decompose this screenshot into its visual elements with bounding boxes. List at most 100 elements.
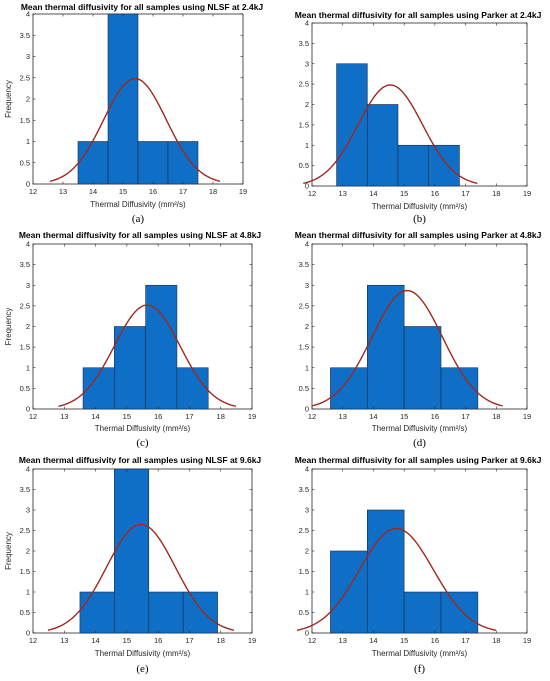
x-tick-label: 19 xyxy=(523,189,531,198)
histogram-bar xyxy=(148,591,184,634)
x-tick-label: 13 xyxy=(339,189,347,198)
histogram-bar xyxy=(366,104,399,187)
y-tick-label: 3.5 xyxy=(299,485,309,494)
y-tick-label: 3.5 xyxy=(299,39,309,48)
x-tick-label: 15 xyxy=(400,189,408,198)
y-tick-label: 3 xyxy=(305,281,309,290)
histogram-bar xyxy=(366,284,405,410)
x-tick-label: 18 xyxy=(492,189,500,198)
chart-title: Mean thermal diffusivity for all samples… xyxy=(19,455,262,465)
y-tick-label: 3 xyxy=(305,59,309,68)
histogram-bar xyxy=(77,141,109,185)
x-axis-label: Thermal Diffusivity (mm²/s) xyxy=(372,649,468,658)
y-tick-label: 2 xyxy=(305,322,309,331)
x-tick-label: 17 xyxy=(179,187,187,196)
y-tick-label: 2.5 xyxy=(20,73,30,82)
y-tick-label: 1.5 xyxy=(20,116,30,125)
histogram-bar xyxy=(330,367,368,410)
x-axis-label: Thermal Diffusivity (mm²/s) xyxy=(95,649,191,658)
x-tick-label: 15 xyxy=(123,636,131,645)
y-tick-label: 1 xyxy=(26,137,30,146)
y-tick-label: 0 xyxy=(305,405,309,414)
y-tick-label: 0.5 xyxy=(299,608,309,617)
x-tick-label: 16 xyxy=(431,636,439,645)
panel-label: (c) xyxy=(136,437,149,449)
y-tick-label: 3 xyxy=(305,506,309,515)
chart-title: Mean thermal diffusivity for all samples… xyxy=(295,10,542,20)
x-tick-label: 14 xyxy=(91,636,99,645)
y-tick-label: 2.5 xyxy=(20,301,30,310)
x-tick-label: 18 xyxy=(217,636,225,645)
x-axis-label: Thermal Diffusivity (mm²/s) xyxy=(372,424,468,433)
y-tick-label: 1 xyxy=(26,363,30,372)
normal-fit-curve xyxy=(49,77,221,182)
y-tick-label: 3.5 xyxy=(20,31,30,40)
chart-panel: Mean thermal diffusivity for all samples… xyxy=(295,230,542,449)
x-tick-label: 12 xyxy=(308,412,316,421)
y-tick-label: 3.5 xyxy=(20,485,30,494)
x-tick-label: 14 xyxy=(369,412,377,421)
x-tick-label: 16 xyxy=(149,187,157,196)
y-tick-label: 1.5 xyxy=(20,343,30,352)
histogram-bar xyxy=(145,284,178,410)
histogram-bar xyxy=(428,144,460,187)
y-tick-label: 0 xyxy=(26,180,30,189)
x-tick-label: 12 xyxy=(29,636,37,645)
x-tick-label: 13 xyxy=(59,187,67,196)
y-tick-label: 2.5 xyxy=(20,526,30,535)
x-tick-label: 19 xyxy=(523,412,531,421)
histogram-bar xyxy=(182,591,218,634)
y-tick-label: 0 xyxy=(26,405,30,414)
chart-panel: Mean thermal diffusivity for all samples… xyxy=(295,10,542,225)
x-tick-label: 14 xyxy=(91,412,99,421)
x-tick-label: 14 xyxy=(369,636,377,645)
x-axis-label: Thermal Diffusivity (mm²/s) xyxy=(372,202,468,211)
y-tick-label: 0.5 xyxy=(20,158,30,167)
y-tick-label: 0 xyxy=(305,629,309,638)
y-tick-label: 0.5 xyxy=(20,384,30,393)
histogram-bar xyxy=(330,550,368,634)
x-tick-label: 15 xyxy=(400,412,408,421)
x-tick-label: 16 xyxy=(154,412,162,421)
histogram-bar xyxy=(440,591,479,634)
y-tick-label: 2.5 xyxy=(299,301,309,310)
x-tick-label: 18 xyxy=(492,412,500,421)
x-tick-label: 17 xyxy=(461,189,469,198)
x-tick-label: 19 xyxy=(248,636,256,645)
normal-fit-curve xyxy=(303,84,478,185)
y-tick-label: 0.5 xyxy=(299,384,309,393)
x-axis-label: Thermal Diffusivity (mm²/s) xyxy=(90,200,186,209)
normal-fit-curve xyxy=(58,304,237,407)
y-tick-label: 4 xyxy=(26,10,30,19)
y-tick-label: 1 xyxy=(26,588,30,597)
histogram-bar xyxy=(167,141,199,185)
y-tick-label: 2.5 xyxy=(299,526,309,535)
chart-panel: Mean thermal diffusivity for all samples… xyxy=(4,230,261,449)
x-tick-label: 17 xyxy=(461,412,469,421)
y-tick-label: 4 xyxy=(305,240,309,249)
chart-title: Mean thermal diffusivity for all samples… xyxy=(295,455,542,465)
histogram-bar xyxy=(107,13,139,185)
chart-title: Mean thermal diffusivity for all samples… xyxy=(21,2,264,12)
x-tick-label: 13 xyxy=(60,636,68,645)
y-tick-label: 4 xyxy=(26,465,30,474)
y-tick-label: 2 xyxy=(26,547,30,556)
y-tick-label: 3 xyxy=(26,281,30,290)
x-tick-label: 19 xyxy=(248,412,256,421)
y-tick-label: 2 xyxy=(26,95,30,104)
histogram-bar xyxy=(176,367,209,410)
x-tick-label: 13 xyxy=(339,412,347,421)
x-tick-label: 15 xyxy=(119,187,127,196)
chart-panel: Mean thermal diffusivity for all samples… xyxy=(4,2,263,225)
chart-panel: Mean thermal diffusivity for all samples… xyxy=(4,455,261,675)
y-tick-label: 0.5 xyxy=(299,161,309,170)
y-tick-label: 2 xyxy=(26,322,30,331)
panel-label: (f) xyxy=(414,663,425,675)
x-tick-label: 17 xyxy=(461,636,469,645)
x-tick-label: 15 xyxy=(123,412,131,421)
x-tick-label: 12 xyxy=(308,636,316,645)
x-tick-label: 18 xyxy=(217,412,225,421)
histogram-bar xyxy=(79,591,115,634)
y-tick-label: 0.5 xyxy=(20,608,30,617)
